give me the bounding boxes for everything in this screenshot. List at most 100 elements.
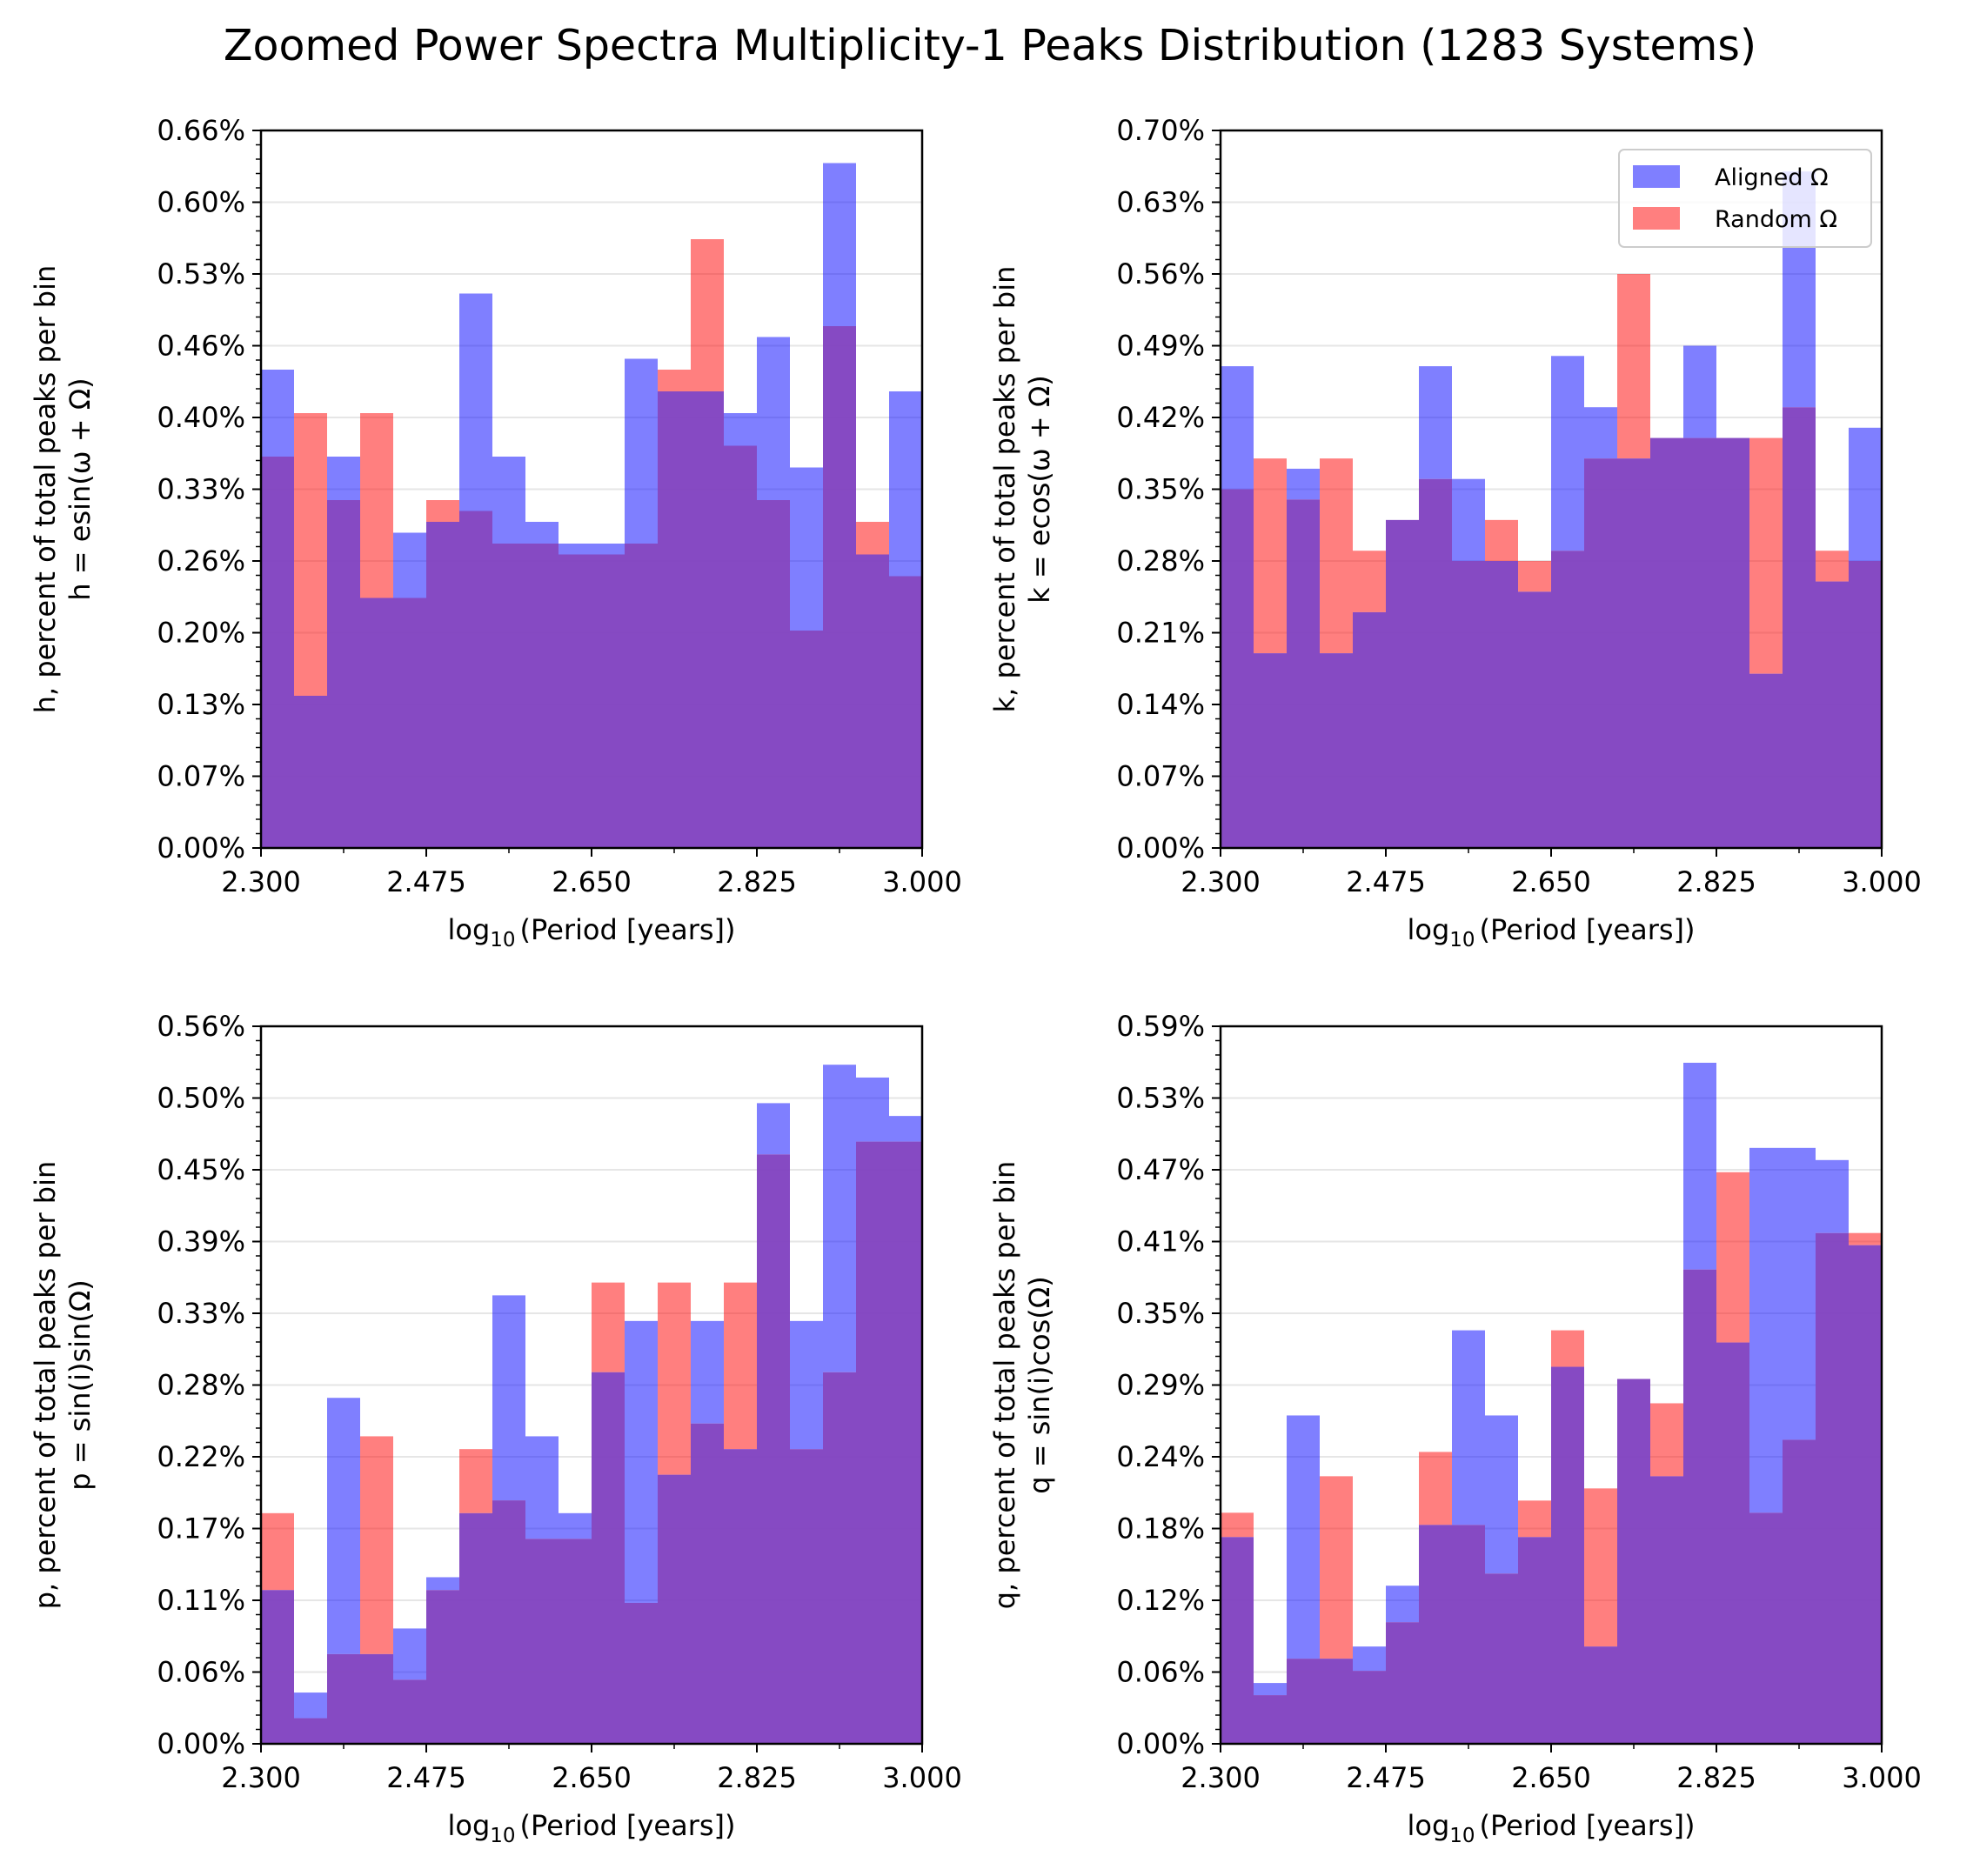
panel-top-left: 0.00% 0.07% 0.13% 0.20% 0.26% 0.33% 0.40% 0.46%… (29, 114, 962, 951)
bar-overlap (294, 1718, 327, 1744)
bar-random (294, 413, 327, 696)
bar-overlap (1816, 581, 1849, 848)
y-axis-sublabel: q = sin(i)cos(Ω) (1023, 1276, 1056, 1493)
bar-overlap (1849, 1245, 1882, 1744)
bar-aligned (856, 1077, 889, 1142)
bar-aligned (625, 358, 658, 544)
y-tick-label: 0.63% (1116, 186, 1205, 219)
x-axis-label-rest: (Period [years]) (1480, 1809, 1696, 1842)
y-tick-label: 0.35% (1116, 473, 1205, 506)
y-tick-label: 0.13% (157, 688, 245, 721)
y-tick-label: 0.49% (1116, 330, 1205, 363)
bar-overlap (889, 576, 922, 848)
bar-random (856, 522, 889, 555)
panel-top-right: 0.00% 0.07% 0.14% 0.21% 0.28% 0.35% 0.42% 0.49%… (988, 114, 1922, 951)
x-axis-label: log10 (Period [years]) (1407, 1809, 1695, 1847)
bar-aligned (889, 391, 922, 577)
bar-aligned (261, 370, 294, 457)
bar-overlap (1518, 591, 1551, 848)
bar-overlap (261, 457, 294, 848)
y-tick-label: 0.00% (1116, 1727, 1205, 1760)
bar-overlap (658, 1474, 691, 1744)
y-tick-label: 0.11% (157, 1584, 245, 1617)
bar-overlap (1452, 1525, 1485, 1744)
bar-overlap (327, 500, 360, 848)
bar-random (360, 413, 393, 598)
x-tick-label: 3.000 (1842, 865, 1922, 898)
y-tick-label: 0.00% (157, 831, 245, 865)
legend-box (1618, 149, 1872, 248)
bar-aligned (294, 1692, 327, 1719)
bar-aligned (1749, 1147, 1783, 1513)
y-tick-label: 0.07% (157, 760, 245, 793)
bar-overlap (1683, 1269, 1716, 1744)
bar-overlap (1485, 561, 1518, 848)
x-axis-label-rest: (Period [years]) (1480, 913, 1696, 946)
bar-random (426, 500, 459, 522)
y-tick-label: 0.20% (157, 617, 245, 650)
panel-bottom-right: 0.00% 0.06% 0.12% 0.18% 0.24% 0.29% 0.35% 0.41%… (988, 1010, 1922, 1847)
y-tick-label: 0.06% (157, 1656, 245, 1689)
bar-random (1584, 1488, 1617, 1647)
bar-overlap (1783, 407, 1816, 848)
y-tick-label: 0.33% (157, 473, 245, 506)
bar-aligned (327, 1398, 360, 1654)
legend-label-aligned: Aligned Ω (1715, 164, 1829, 191)
y-tick-label: 0.00% (1116, 831, 1205, 865)
bar-random (1551, 1330, 1584, 1367)
legend: Aligned Ω Random Ω (1618, 149, 1872, 248)
x-axis-label-rest: (Period [years]) (520, 913, 736, 946)
y-tick-label: 0.33% (157, 1297, 245, 1330)
bar-overlap (1287, 499, 1320, 848)
x-tick-label: 2.650 (1511, 1761, 1591, 1794)
bar-overlap (592, 1372, 625, 1744)
bar-overlap (823, 1372, 856, 1744)
bar-aligned (1452, 478, 1485, 561)
bar-overlap (1287, 1659, 1320, 1744)
y-tick-label: 0.66% (157, 114, 245, 147)
bar-overlap (1749, 673, 1783, 848)
bar-random (658, 370, 691, 391)
y-tick-label: 0.47% (1116, 1153, 1205, 1186)
y-tick-label: 0.06% (1116, 1656, 1205, 1689)
bar-overlap (658, 391, 691, 848)
bar-overlap (1419, 1525, 1452, 1744)
y-tick-label: 0.53% (157, 257, 245, 290)
bar-random (1617, 274, 1650, 459)
x-tick-label: 2.300 (1181, 1761, 1261, 1794)
bar-overlap (1353, 611, 1386, 848)
bar-aligned (393, 532, 426, 598)
bar-overlap (1749, 1512, 1783, 1744)
bar-overlap (1650, 437, 1683, 848)
x-tick-label: 2.475 (1346, 865, 1426, 898)
bar-overlap (889, 1141, 922, 1744)
x-tick-label: 2.300 (221, 1761, 301, 1794)
x-axis-label: log10 (Period [years]) (447, 913, 735, 951)
bar-aligned (327, 457, 360, 500)
bar-overlap (327, 1653, 360, 1744)
x-tick-label: 2.825 (1676, 865, 1756, 898)
y-tick-label: 0.14% (1116, 688, 1205, 721)
bar-overlap (1584, 458, 1617, 848)
bar-aligned (1452, 1330, 1485, 1526)
bar-aligned (757, 1103, 790, 1155)
bar-overlap (757, 500, 790, 848)
bar-overlap (1254, 653, 1287, 848)
legend-swatch-aligned (1633, 165, 1680, 188)
x-tick-label: 2.825 (717, 1761, 797, 1794)
bar-overlap (1419, 478, 1452, 848)
bar-overlap (1518, 1537, 1551, 1744)
y-tick-label: 0.40% (157, 401, 245, 434)
y-tick-label: 0.35% (1116, 1297, 1205, 1330)
bar-overlap (393, 598, 426, 848)
bar-overlap (1485, 1573, 1518, 1744)
bar-overlap (757, 1154, 790, 1744)
y-axis-label: p, percent of total peaks per bin (29, 1161, 62, 1610)
bar-overlap (724, 445, 757, 848)
y-tick-label: 0.28% (157, 1369, 245, 1402)
y-tick-label: 0.56% (157, 1010, 245, 1043)
bar-overlap (691, 391, 724, 848)
y-axis-sublabel: k = ecos(ω + Ω) (1023, 375, 1056, 604)
y-tick-label: 0.39% (157, 1225, 245, 1258)
